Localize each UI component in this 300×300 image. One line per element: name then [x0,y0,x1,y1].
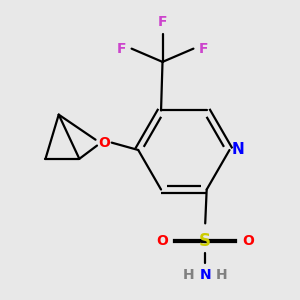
Text: F: F [117,42,126,56]
Text: H: H [183,268,195,282]
Text: N: N [232,142,245,158]
Text: N: N [200,268,211,282]
Text: O: O [98,136,110,150]
Text: H: H [216,268,227,282]
Text: F: F [199,42,208,56]
Text: S: S [199,232,211,250]
Text: O: O [243,234,254,248]
Text: F: F [158,15,167,28]
Text: O: O [156,234,168,248]
